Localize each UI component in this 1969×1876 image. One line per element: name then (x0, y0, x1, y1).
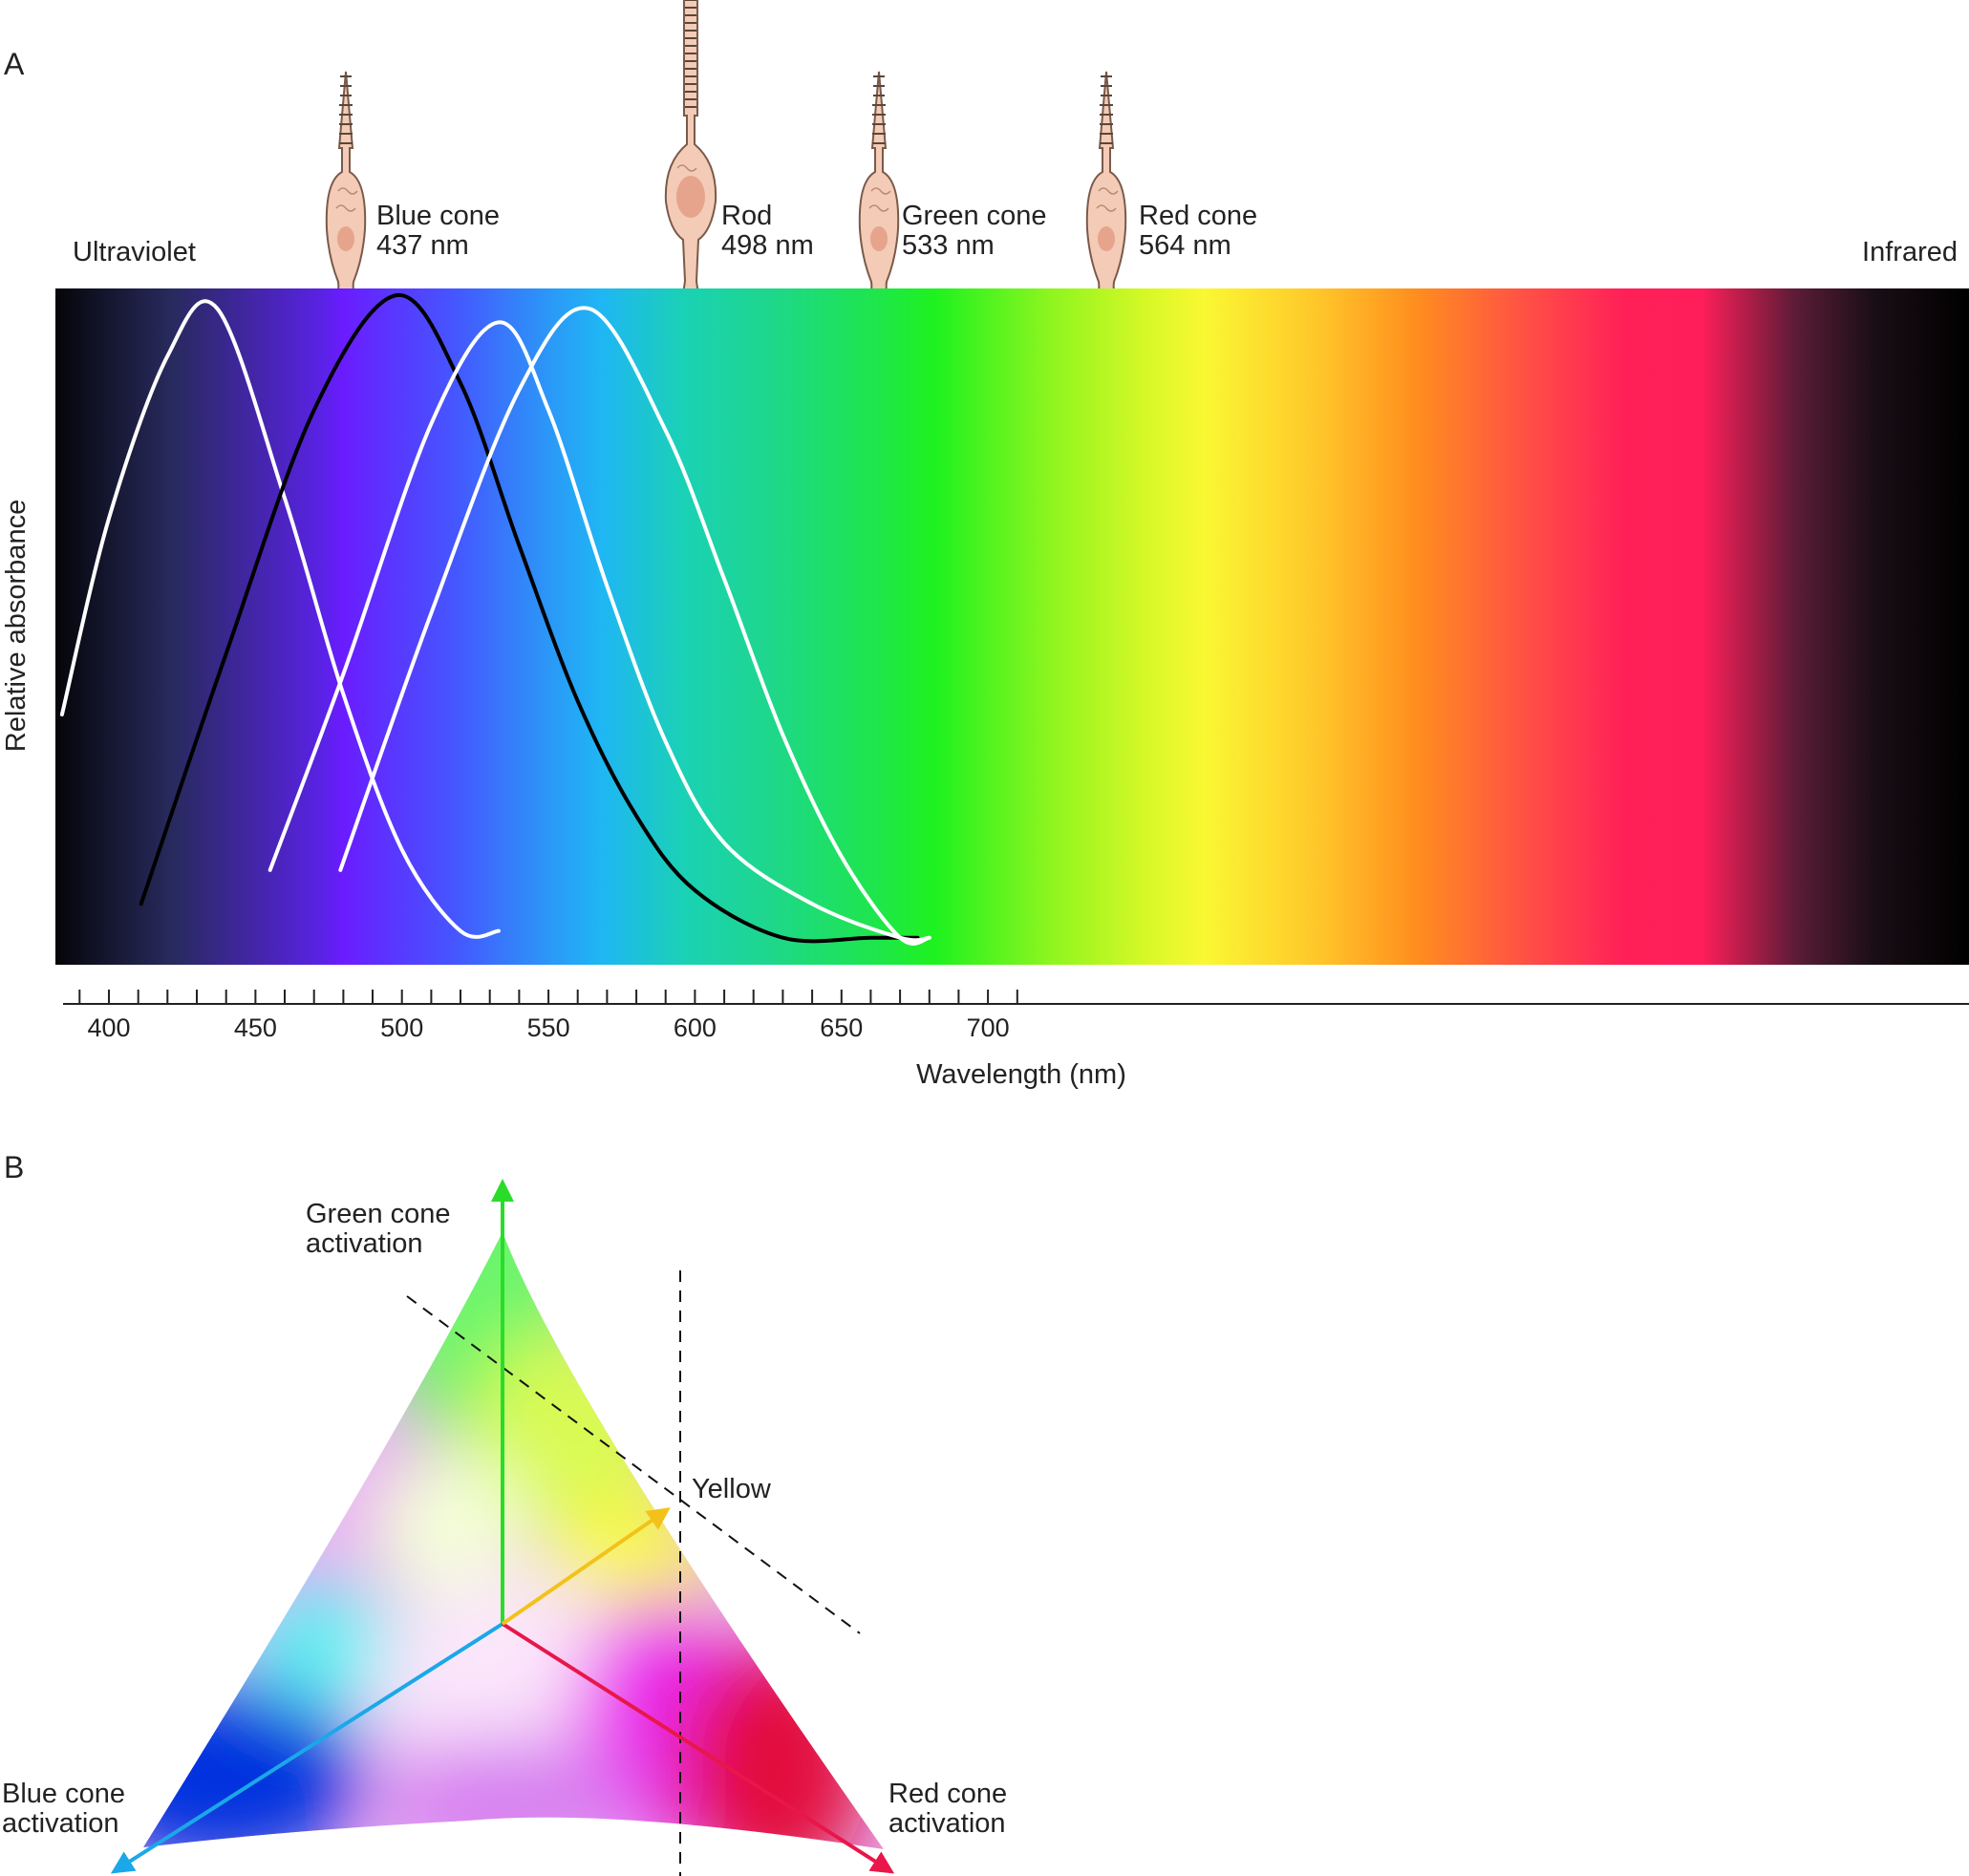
x-axis-ticks: 400 450 500 550 600 650 700 (78, 990, 1018, 1042)
infrared-label: Infrared (1862, 237, 1958, 267)
color-space-triangle (143, 1232, 884, 1849)
rod-peak: 498 nm (721, 230, 814, 261)
ultraviolet-label: Ultraviolet (73, 237, 196, 267)
yellow-label: Yellow (692, 1474, 772, 1504)
red-cone-name: Red cone (1139, 201, 1257, 231)
spectrum-band (55, 288, 1969, 965)
x-tick-label: 400 (87, 1013, 130, 1042)
blue-cone-curve (59, 299, 501, 939)
blue-axis-label-line1: Blue cone (2, 1779, 125, 1809)
rod-curve (139, 293, 920, 944)
rod-cell-icon (664, 0, 717, 311)
yellow-arrow (501, 1507, 671, 1626)
x-tick-label: 600 (674, 1013, 717, 1042)
blue-axis-arrow (110, 1622, 504, 1874)
red-cone-curve (338, 306, 931, 946)
blue-cone-peak: 437 nm (376, 230, 469, 261)
red-cone-peak: 564 nm (1139, 230, 1231, 261)
rod-name: Rod (721, 201, 772, 231)
panel-a-label: A (4, 47, 25, 81)
blue-cone-name: Blue cone (376, 201, 500, 231)
red-axis-label-line1: Red cone (888, 1779, 1007, 1809)
dashed-line-diagonal (406, 1295, 861, 1634)
x-tick-label: 650 (820, 1013, 863, 1042)
panel-b-label: B (4, 1150, 24, 1184)
green-cone-peak: 533 nm (902, 230, 995, 261)
red-axis-label-line2: activation (888, 1808, 1006, 1839)
green-axis-label-line1: Green cone (306, 1199, 451, 1229)
y-axis-label: Relative absorbance (1, 500, 32, 752)
blue-axis-label-line2: activation (2, 1808, 119, 1839)
x-tick-label: 550 (527, 1013, 570, 1042)
x-tick-label: 500 (380, 1013, 423, 1042)
absorbance-curves (59, 293, 931, 946)
x-axis-label: Wavelength (nm) (916, 1059, 1126, 1090)
green-cone-name: Green cone (902, 201, 1047, 231)
x-tick-label: 700 (967, 1013, 1010, 1042)
red-cone-cell-icon (1085, 71, 1127, 307)
green-axis-label-line2: activation (306, 1228, 423, 1259)
blue-cone-cell-icon (325, 71, 367, 307)
green-cone-curve (268, 320, 931, 943)
green-cone-cell-icon (858, 71, 900, 307)
red-axis-arrow (501, 1622, 895, 1874)
x-tick-label: 450 (234, 1013, 277, 1042)
